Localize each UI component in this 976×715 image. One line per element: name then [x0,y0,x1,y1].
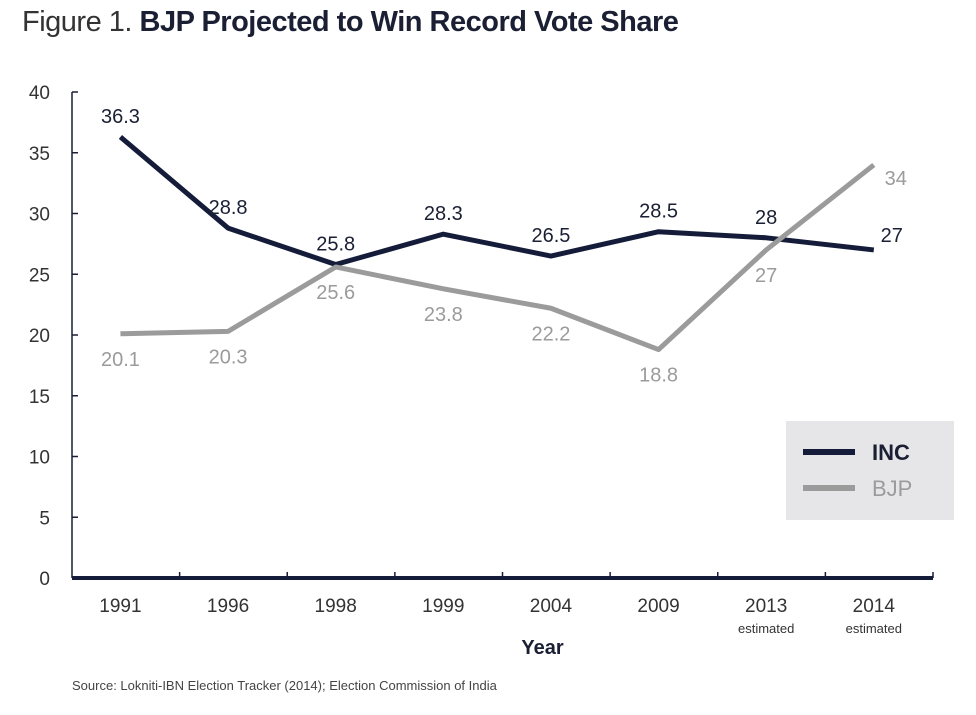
y-tick-label: 25 [29,265,50,286]
x-tick-label: 1998 [315,596,357,617]
y-tick-label: 35 [29,144,50,165]
data-label-inc: 27 [881,225,903,247]
data-label-inc: 26.5 [531,225,570,247]
series-line-inc [118,135,875,268]
x-tick-sublabel: estimated [846,621,902,636]
x-tick-label: 2014 [853,596,896,617]
legend-box [786,421,954,520]
y-tick-label: 15 [29,387,50,408]
x-tick-label: 2013 [745,596,787,617]
y-tick-label: 10 [29,448,50,469]
data-label-inc: 25.8 [316,234,355,256]
y-tick-label: 20 [29,326,50,347]
data-label-bjp: 20.3 [209,346,248,368]
y-tick-label: 0 [39,569,50,590]
x-tick-label: 1999 [422,596,464,617]
data-label-bjp: 22.2 [531,323,570,345]
data-label-bjp: 23.8 [424,304,463,326]
data-label-bjp: 20.1 [101,349,140,371]
data-label-inc: 28.8 [209,197,248,219]
x-tick-label: 1991 [99,596,141,617]
legend-label-inc: INC [872,440,910,465]
data-label-bjp: 18.8 [639,365,678,387]
legend-label-bjp: BJP [872,476,912,501]
y-tick-label: 40 [29,83,50,104]
data-label-inc: 28.5 [639,201,678,223]
x-tick-label: 1996 [207,596,249,617]
data-label-inc: 28 [755,207,777,229]
x-axis-title: Year [521,637,563,659]
x-tick-label: 2004 [530,596,573,617]
data-label-bjp: 34 [885,168,907,190]
data-label-bjp: 27 [755,265,777,287]
source-note: Source: Lokniti-IBN Election Tracker (20… [72,678,497,693]
data-label-inc: 28.3 [424,203,463,225]
series-line-bjp [120,162,876,353]
chart-title: Figure 1. BJP Projected to Win Record Vo… [22,6,679,39]
y-tick-label: 5 [39,508,50,529]
title-prefix: Figure 1. [22,6,132,38]
x-tick-sublabel: estimated [738,621,794,636]
data-label-bjp: 25.6 [316,282,355,304]
title-main: BJP Projected to Win Record Vote Share [139,6,679,38]
y-tick-label: 30 [29,205,50,226]
data-label-inc: 36.3 [101,106,140,128]
x-tick-label: 2009 [637,596,679,617]
